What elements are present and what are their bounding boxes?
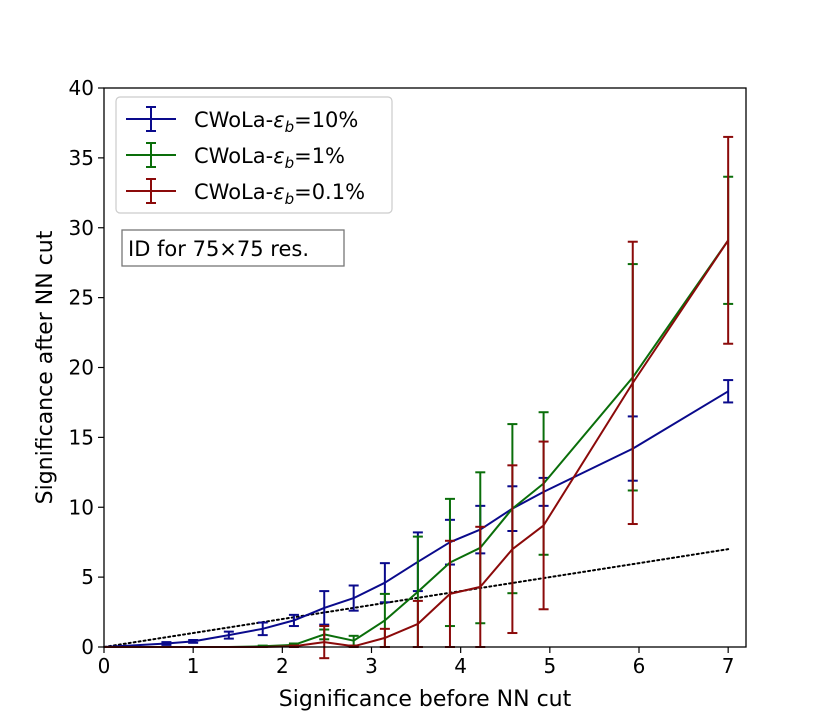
legend-frame (115, 96, 393, 214)
legend-label: CWoLa-εb=1% (194, 144, 345, 172)
y-tick-label: 35 (69, 146, 94, 170)
x-tick-label: 2 (276, 654, 289, 678)
annotation-box: ID for 75×75 res. (121, 229, 345, 267)
y-tick-label: 0 (81, 635, 94, 659)
legend-label: CWoLa-εb=10% (194, 108, 358, 136)
y-tick-label: 10 (69, 495, 94, 519)
y-tick-label: 20 (69, 356, 94, 380)
series-line (104, 239, 730, 648)
x-tick-label: 4 (454, 654, 467, 678)
x-tick-label: 1 (187, 654, 200, 678)
reference-line (103, 548, 730, 648)
legend-label: CWoLa-εb=0.1% (194, 180, 365, 208)
series-line (103, 390, 729, 648)
x-tick-label: 6 (633, 654, 646, 678)
legend-entry: CWoLa-εb=10% (126, 106, 358, 136)
legend-entry: CWoLa-εb=0.1% (126, 178, 365, 208)
y-tick-label: 30 (69, 216, 94, 240)
series-line (104, 239, 730, 648)
y-tick-label: 40 (69, 76, 94, 100)
x-tick-label: 7 (722, 654, 735, 678)
legend-entry: CWoLa-εb=1% (126, 142, 345, 172)
x-tick-label: 0 (98, 654, 111, 678)
y-axis-label: Significance after NN cut (33, 230, 58, 504)
x-tick-label: 3 (365, 654, 378, 678)
plot-area (103, 135, 734, 660)
x-tick-label: 5 (543, 654, 556, 678)
x-axis-label: Significance before NN cut (279, 687, 572, 712)
axes: 0 1 2 3 4 5 6 7 0 5 10 15 20 25 30 35 40 (69, 76, 735, 678)
y-tick-label: 5 (81, 565, 94, 589)
legend: CWoLa-εb=10% CWoLa-εb=1% CWoLa-εb=0.1% (115, 96, 393, 214)
y-tick-label: 25 (69, 286, 94, 310)
annotation-text: ID for 75×75 res. (128, 237, 309, 261)
y-tick-label: 15 (69, 425, 94, 449)
